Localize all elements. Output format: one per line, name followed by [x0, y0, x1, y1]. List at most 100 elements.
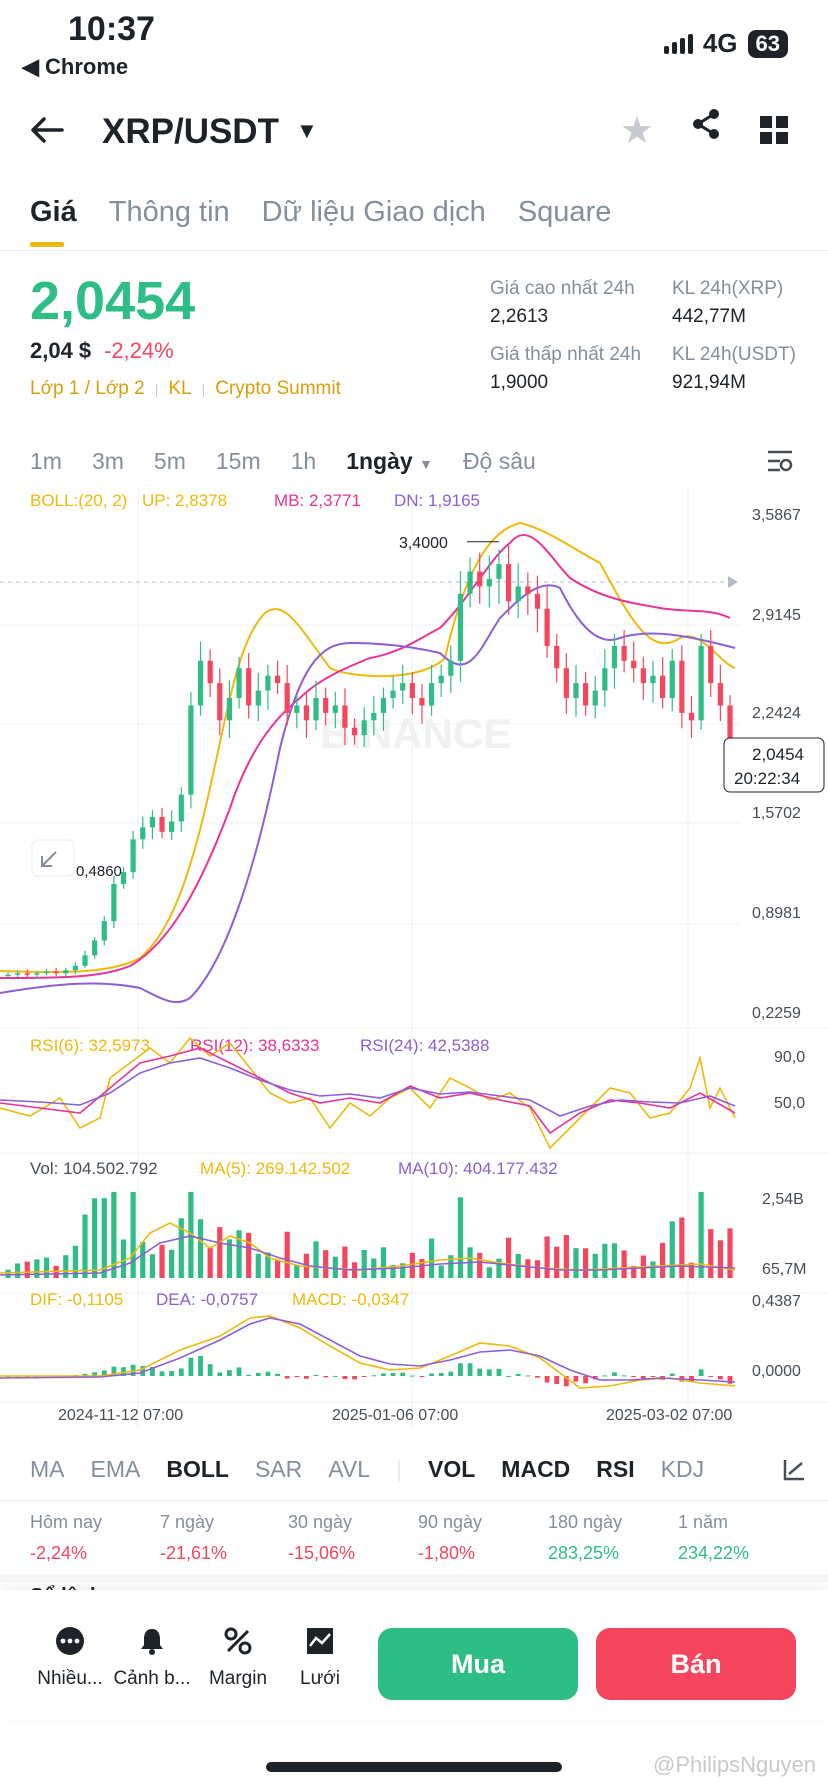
price-chart[interactable]: BINANCE 3,4000 0,4860 BOLL:(20, 2) UP: 2… [0, 488, 828, 1428]
boll-upper-line [0, 521, 736, 974]
status-time: 10:37 [68, 10, 155, 48]
volume-bar [274, 1259, 281, 1278]
macd-bar [438, 1373, 444, 1376]
interval-1m[interactable]: 1m [30, 448, 62, 474]
last-price-box [723, 737, 825, 793]
tab-info[interactable]: Thông tin [108, 196, 230, 228]
back-to-app-link[interactable]: ◀ Chrome [22, 54, 129, 79]
indicator-settings-icon[interactable] [782, 1458, 806, 1487]
boll-lower-line [0, 584, 736, 1004]
indicator-rsi[interactable]: RSI [596, 1456, 635, 1482]
volume-bar [82, 1214, 88, 1278]
volume-bar [149, 1254, 155, 1278]
interval-1h[interactable]: 1h [290, 448, 317, 474]
boll-up-value: UP: 2,8378 [142, 491, 227, 510]
volume-bar [592, 1253, 598, 1278]
grid-trading-button[interactable]: Lưới [280, 1626, 360, 1690]
tag-layer[interactable]: Lớp 1 / Lớp 2 [30, 378, 145, 399]
candle [515, 586, 521, 602]
indicator-kdj[interactable]: KDJ [660, 1456, 705, 1482]
candle [159, 817, 165, 832]
sell-button[interactable]: Bán [596, 1628, 796, 1700]
volume-bar [246, 1232, 252, 1278]
indicator-ma[interactable]: MA [30, 1456, 65, 1482]
last-price-arrow-icon [728, 576, 738, 588]
indicator-tabs: MA EMA BOLL SAR AVL | VOL MACD RSI KDJ [30, 1456, 705, 1482]
macd-bar [207, 1364, 213, 1376]
buy-button[interactable]: Mua [378, 1628, 578, 1700]
volume-bar [679, 1217, 685, 1278]
candle [111, 883, 117, 922]
favorite-star-icon[interactable]: ★ [620, 110, 655, 152]
candle [120, 872, 127, 884]
volume-bar [188, 1192, 194, 1278]
candle [226, 697, 233, 721]
share-icon[interactable] [690, 108, 722, 145]
volume-bar [428, 1238, 435, 1278]
macd-bar [477, 1368, 483, 1376]
interval-3m[interactable]: 3m [91, 448, 124, 474]
candle [265, 675, 271, 691]
macd-tick: 0,4387 [752, 1293, 801, 1310]
indicator-avl[interactable]: AVL [328, 1456, 371, 1482]
interval-depth[interactable]: Độ sâu [462, 448, 536, 474]
tag-kl[interactable]: KL [168, 378, 192, 399]
candle [169, 821, 175, 832]
volume-bar [448, 1255, 454, 1278]
volume-bar [505, 1237, 512, 1278]
section-gap [0, 1574, 828, 1582]
macd-bar [631, 1376, 637, 1377]
macd-bar [332, 1375, 338, 1377]
volume-bar [120, 1239, 127, 1278]
back-arrow-icon[interactable] [30, 110, 64, 155]
volume-bar [708, 1229, 714, 1278]
interval-5m[interactable]: 5m [153, 448, 186, 474]
volume-bar [323, 1250, 329, 1278]
divider [0, 1500, 828, 1501]
tab-price[interactable]: Giá [30, 196, 77, 247]
candle [207, 660, 213, 684]
volume-bar [573, 1248, 579, 1278]
y-tick: 0,2259 [752, 1005, 801, 1022]
indicator-sar[interactable]: SAR [254, 1456, 303, 1482]
x-tick: 2024-11-12 07:00 [58, 1407, 183, 1424]
perf-7d: 7 ngày -21,61% [160, 1512, 228, 1563]
indicator-boll[interactable]: BOLL [166, 1456, 229, 1482]
interval-1day[interactable]: 1ngày ▼ [346, 448, 433, 474]
macd-bar [82, 1373, 88, 1376]
volume-bar [5, 1269, 11, 1278]
home-indicator[interactable] [266, 1762, 562, 1772]
indicator-ema[interactable]: EMA [90, 1456, 141, 1482]
macd-bar [111, 1366, 117, 1376]
tab-square[interactable]: Square [517, 196, 612, 228]
macd-bar [544, 1376, 550, 1383]
price-change: -2,24% [104, 338, 174, 363]
rsi12-label: RSI(12): 38,6333 [190, 1036, 319, 1055]
grid-icon[interactable] [760, 116, 788, 149]
y-tick: 1,5702 [752, 805, 801, 822]
tab-trading-data[interactable]: Dữ liệu Giao dịch [261, 196, 486, 228]
candle [15, 973, 21, 975]
x-tick: 2025-01-06 07:00 [332, 1407, 458, 1424]
alert-button[interactable]: Cảnh b... [112, 1626, 192, 1690]
pair-title[interactable]: XRP/USDT [102, 112, 279, 151]
indicator-macd[interactable]: MACD [501, 1456, 571, 1482]
margin-button[interactable]: Margin [198, 1626, 278, 1690]
candle [563, 668, 569, 698]
pair-dropdown-icon[interactable]: ▼ [296, 118, 318, 143]
indicator-vol[interactable]: VOL [428, 1456, 476, 1482]
chart-settings-icon[interactable] [766, 448, 794, 479]
candle [34, 973, 40, 975]
candle [708, 645, 714, 684]
tag-summit[interactable]: Crypto Summit [215, 378, 341, 399]
candle [505, 564, 512, 602]
volume-bar [409, 1252, 415, 1278]
interval-15m[interactable]: 15m [215, 448, 261, 474]
volume-bar [169, 1249, 175, 1278]
candle [274, 675, 281, 684]
macd-bar [304, 1376, 309, 1379]
macd-bar [486, 1369, 492, 1376]
volume-bar [457, 1197, 464, 1278]
volume-bar [544, 1236, 550, 1278]
more-button[interactable]: Nhiều... [30, 1626, 110, 1690]
